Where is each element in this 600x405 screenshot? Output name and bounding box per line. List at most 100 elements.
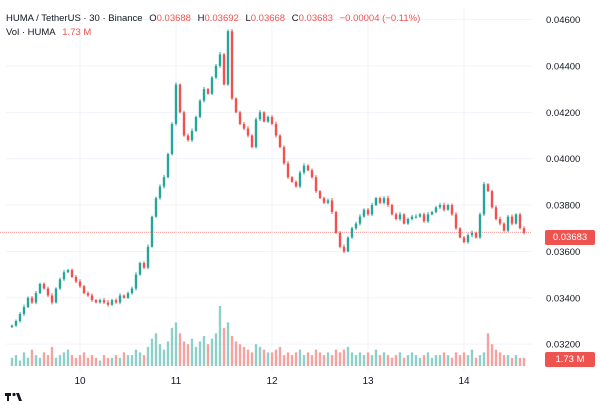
volume-bar xyxy=(510,357,514,366)
candle-body xyxy=(418,214,422,217)
candle-body xyxy=(366,209,370,215)
volume-bar xyxy=(130,355,134,366)
volume-bar xyxy=(458,355,462,366)
candle-body xyxy=(126,293,130,298)
volume-bar xyxy=(210,338,214,366)
volume-bar xyxy=(138,352,142,366)
candle-body xyxy=(246,128,250,136)
tradingview-logo-icon[interactable] xyxy=(5,391,27,404)
price-tick-label: 0.04600 xyxy=(546,15,580,26)
volume-bar xyxy=(198,341,202,366)
symbol-title[interactable]: HUMA / TetherUS · 30 · Binance xyxy=(6,13,143,24)
candle-body xyxy=(142,263,146,268)
candle-body xyxy=(294,181,298,187)
candle-body xyxy=(446,205,450,210)
candle-body xyxy=(350,228,354,238)
volume-bar xyxy=(298,349,302,366)
volume-bar xyxy=(186,344,190,366)
open-label: O xyxy=(149,13,157,24)
candle-body xyxy=(90,295,94,301)
volume-bar xyxy=(222,327,226,366)
candle-body xyxy=(214,65,218,78)
volume-bar xyxy=(386,355,390,366)
candle-body xyxy=(170,123,174,155)
candle-body xyxy=(310,170,314,178)
candle-body xyxy=(334,212,338,233)
volume-bar xyxy=(150,338,154,366)
candle-body xyxy=(398,214,402,219)
volume-bar xyxy=(90,355,94,366)
candle-body xyxy=(38,283,42,294)
candle-body xyxy=(386,198,390,206)
candle-body xyxy=(318,191,322,199)
volume-bar xyxy=(14,355,18,366)
volume-bar xyxy=(318,352,322,366)
volume-bar xyxy=(34,355,38,366)
candle-body xyxy=(438,205,442,208)
volume-bar xyxy=(362,355,366,366)
volume-bar xyxy=(250,352,254,366)
time-axis[interactable]: 10 11 12 13 14 xyxy=(74,376,470,387)
candle-body xyxy=(154,198,158,217)
volume-bar xyxy=(514,355,518,366)
candle-body xyxy=(134,274,138,289)
volume-bar xyxy=(314,349,318,366)
volume-bar xyxy=(194,346,198,366)
volume-bar xyxy=(70,355,74,366)
candle-body xyxy=(26,297,30,308)
volume-bar xyxy=(418,357,422,366)
volume-bar xyxy=(162,349,166,366)
volume-bar xyxy=(398,352,402,366)
candle-body xyxy=(50,295,54,303)
candle-body xyxy=(158,186,162,199)
candle-body xyxy=(434,207,438,213)
high-label: H xyxy=(197,13,205,24)
price-tick-label: 0.04200 xyxy=(546,108,580,119)
candle-body xyxy=(410,216,414,219)
candle-body xyxy=(10,325,14,328)
candle-body xyxy=(278,135,282,148)
volume-bar xyxy=(462,352,466,366)
candle-body xyxy=(230,31,234,99)
candle-body xyxy=(106,302,110,305)
candle-body xyxy=(370,205,374,215)
volume-bar xyxy=(238,344,242,366)
volume-bar xyxy=(142,355,146,366)
candle-body xyxy=(286,163,290,178)
volume-bar xyxy=(66,349,70,366)
volume-bar xyxy=(518,357,522,366)
volume-bar xyxy=(74,357,78,366)
price-tick-label: 0.04400 xyxy=(546,61,580,72)
candle-body xyxy=(422,214,426,222)
volume-bar xyxy=(338,352,342,366)
volume-bar xyxy=(282,355,286,366)
candle-body xyxy=(178,84,182,113)
volume-label: Vol · HUMA xyxy=(6,27,56,38)
candle-body xyxy=(258,112,262,120)
volume-bar xyxy=(170,327,174,366)
volume-bar xyxy=(434,355,438,366)
candle-body xyxy=(474,232,478,238)
candle-body xyxy=(62,272,66,280)
price-axis[interactable]: 0.04600 0.04400 0.04200 0.04000 0.03800 0.036… xyxy=(546,15,580,351)
volume-bar xyxy=(214,333,218,366)
candle-body xyxy=(42,283,46,289)
candle-body xyxy=(282,147,286,164)
volume-bar xyxy=(290,355,294,366)
candle-body xyxy=(98,300,102,303)
candle-body xyxy=(354,223,358,229)
volume-bar xyxy=(326,352,330,366)
candle-body xyxy=(102,300,106,303)
volume-bar xyxy=(506,355,510,366)
candle-body xyxy=(238,112,242,124)
volume-bar xyxy=(258,346,262,366)
volume-bar xyxy=(406,355,410,366)
volume-bar xyxy=(202,336,206,366)
candle-body xyxy=(94,300,98,303)
volume-bar xyxy=(470,349,474,366)
candle-body xyxy=(114,300,118,303)
volume-legend: Vol · HUMA 1.73 M xyxy=(6,27,95,38)
candle-body xyxy=(86,293,90,296)
